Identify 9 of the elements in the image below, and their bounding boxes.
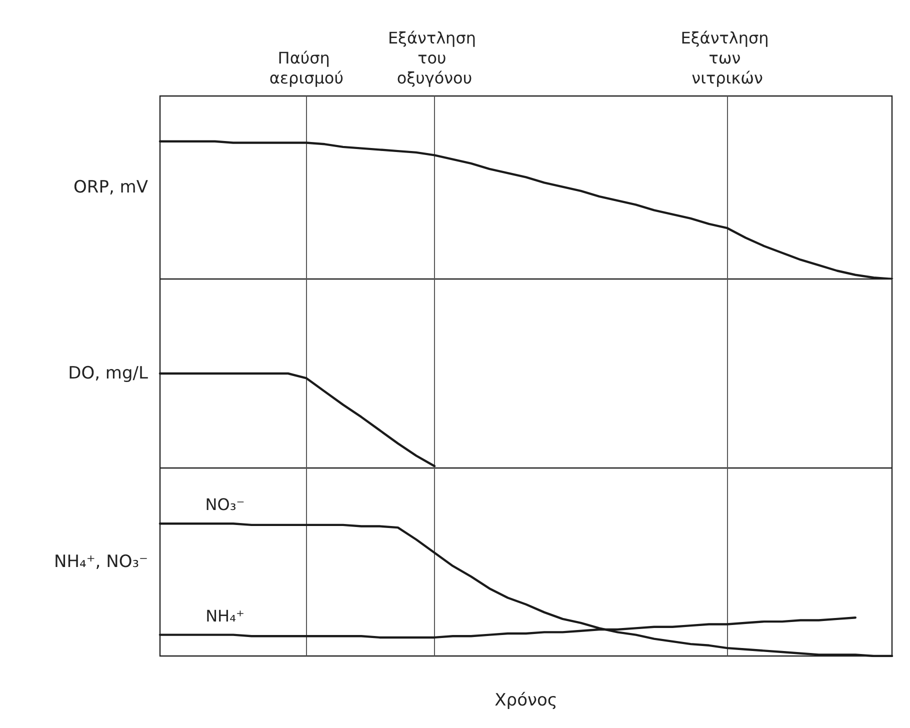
y-axis-title: DO, mg/L — [68, 364, 149, 384]
series-label: NH₄⁺ — [206, 606, 244, 626]
x-axis-title: Χρόνος — [494, 690, 558, 710]
series-label: NO₃⁻ — [205, 495, 245, 514]
text: Παύση αερισμού — [269, 48, 344, 88]
y-axis-title: ORP, mV — [74, 178, 148, 198]
text: Εξάντληση των νιτρικών — [680, 28, 774, 88]
text: Εξάντληση του οξυγόνου — [388, 28, 482, 88]
y-axis-title: NH₄⁺, NO₃⁻ — [54, 552, 148, 572]
